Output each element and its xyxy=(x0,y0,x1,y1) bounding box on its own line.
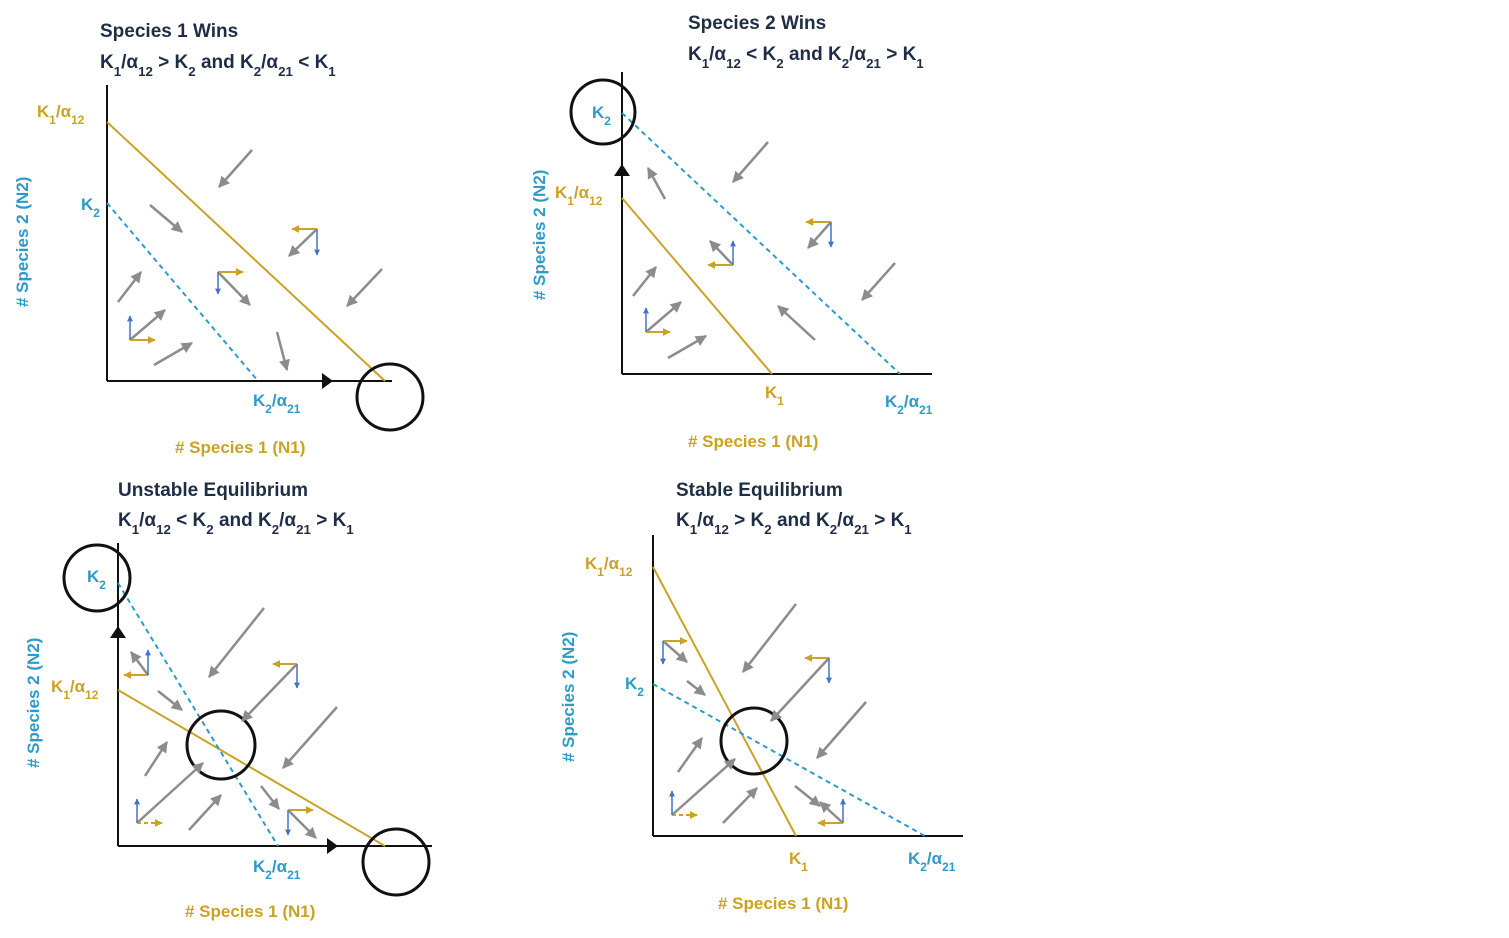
label-k2-over-a21: K2/α21 xyxy=(908,849,956,874)
vector-field xyxy=(117,149,383,372)
label-k1-over-a12: K1/α12 xyxy=(555,183,603,208)
label-k2: K2 xyxy=(625,674,644,699)
population-vector-arrow xyxy=(241,663,298,722)
y-axis-label: # Species 2 (N2) xyxy=(559,632,578,762)
panel-species1-wins: Species 1 Wins K1/α12 > K2 and K2/α21 < … xyxy=(13,21,425,457)
vector-field xyxy=(123,607,338,839)
population-vector-arrow xyxy=(217,271,251,306)
population-vector-arrow xyxy=(129,651,150,676)
population-vector-arrow xyxy=(742,603,797,673)
species1-isocline xyxy=(621,197,773,375)
label-k1-over-a12: K1/α12 xyxy=(585,554,633,579)
outcome-circle xyxy=(62,543,132,613)
population-vector-arrow xyxy=(157,690,183,711)
panel-condition: K1/α12 < K2 and K2/α21 > K1 xyxy=(688,44,924,71)
y-axis-label: # Species 2 (N2) xyxy=(24,638,43,768)
population-vector-arrow xyxy=(686,680,706,696)
y-axis-arrowhead xyxy=(110,626,126,638)
label-k2: K2 xyxy=(592,103,611,128)
population-vector-arrow xyxy=(816,701,867,759)
vector-field xyxy=(632,141,896,360)
panel-title: Species 2 Wins xyxy=(688,13,826,34)
y-axis-label: # Species 2 (N2) xyxy=(13,177,32,307)
species2-isocline xyxy=(106,202,259,382)
population-vector-arrow xyxy=(645,301,682,333)
population-vector-arrow xyxy=(709,240,734,266)
population-vector-arrow xyxy=(794,785,821,807)
population-vector-arrow xyxy=(667,334,707,360)
population-vector-arrow xyxy=(136,762,204,824)
equilibrium-circle xyxy=(719,706,789,776)
population-vector-arrow xyxy=(287,809,317,839)
label-k2-over-a21: K2/α21 xyxy=(253,857,301,882)
x-axis-arrowhead xyxy=(327,838,338,854)
population-vector-arrow xyxy=(143,741,169,777)
population-vector-arrow xyxy=(646,167,667,200)
population-vector-arrow xyxy=(632,266,657,297)
population-vector-arrow xyxy=(807,221,832,249)
population-vector-arrow xyxy=(662,640,688,663)
population-vector-arrow xyxy=(861,262,896,301)
outcome-circle xyxy=(569,78,637,146)
species1-isocline xyxy=(106,121,386,382)
label-k1-over-a12: K1/α12 xyxy=(37,102,85,127)
population-vector-arrow xyxy=(188,794,222,831)
population-vector-arrow xyxy=(149,204,183,233)
population-vector-arrow xyxy=(676,737,704,773)
label-k2: K2 xyxy=(81,195,100,220)
population-vector-arrow xyxy=(282,706,338,769)
population-vector-arrow xyxy=(275,331,290,372)
species2-isocline xyxy=(652,683,926,837)
outcome-circle xyxy=(361,827,431,897)
population-vector-arrow xyxy=(346,268,383,307)
label-k2-over-a21: K2/α21 xyxy=(885,392,933,417)
panel-condition: K1/α12 > K2 and K2/α21 > K1 xyxy=(676,510,912,537)
species1-isocline xyxy=(652,566,797,837)
x-axis-label: # Species 1 (N1) xyxy=(185,902,315,921)
panel-title: Species 1 Wins xyxy=(100,21,238,42)
population-vector-arrow xyxy=(819,801,844,824)
x-axis-arrowhead xyxy=(322,373,333,389)
population-vector-arrow xyxy=(732,141,769,183)
equilibrium-circle xyxy=(185,709,257,781)
panel-stable-equilibrium: Stable Equilibrium K1/α12 > K2 and K2/α2… xyxy=(559,480,963,913)
population-vector-arrow xyxy=(117,271,142,303)
population-vector-arrow xyxy=(770,657,830,722)
label-k1-over-a12: K1/α12 xyxy=(51,677,99,702)
label-k2-over-a21: K2/α21 xyxy=(253,391,301,416)
species1-isocline xyxy=(117,689,386,847)
panel-species2-wins: Species 2 Wins K1/α12 < K2 and K2/α21 > … xyxy=(530,13,933,451)
label-k1: K1 xyxy=(789,849,808,874)
population-vector-arrow xyxy=(671,758,736,816)
species2-isocline xyxy=(621,112,901,375)
population-vector-arrow xyxy=(722,787,758,824)
panel-title: Unstable Equilibrium xyxy=(118,480,308,501)
population-vector-arrow xyxy=(777,305,816,341)
panel-condition: K1/α12 > K2 and K2/α21 < K1 xyxy=(100,52,336,79)
panel-condition: K1/α12 < K2 and K2/α21 > K1 xyxy=(118,510,354,537)
population-vector-arrow xyxy=(260,785,280,810)
population-vector-arrow xyxy=(288,228,318,257)
population-vector-arrow xyxy=(153,341,193,367)
panel-unstable-equilibrium: Unstable Equilibrium K1/α12 < K2 and K2/… xyxy=(24,480,432,921)
species2-isocline xyxy=(117,582,279,847)
x-axis-label: # Species 1 (N1) xyxy=(175,438,305,457)
x-axis-label: # Species 1 (N1) xyxy=(718,894,848,913)
population-vector-arrow xyxy=(218,149,253,188)
label-k2: K2 xyxy=(87,567,106,592)
x-axis-label: # Species 1 (N1) xyxy=(688,432,818,451)
population-vector-arrow xyxy=(129,309,166,341)
y-axis-label: # Species 2 (N2) xyxy=(530,170,549,300)
panel-title: Stable Equilibrium xyxy=(676,480,843,501)
label-k1: K1 xyxy=(765,383,784,408)
outcome-circle xyxy=(355,362,425,432)
population-vector-arrow xyxy=(208,607,265,678)
y-axis-arrowhead xyxy=(614,164,630,176)
vector-field xyxy=(660,603,867,827)
